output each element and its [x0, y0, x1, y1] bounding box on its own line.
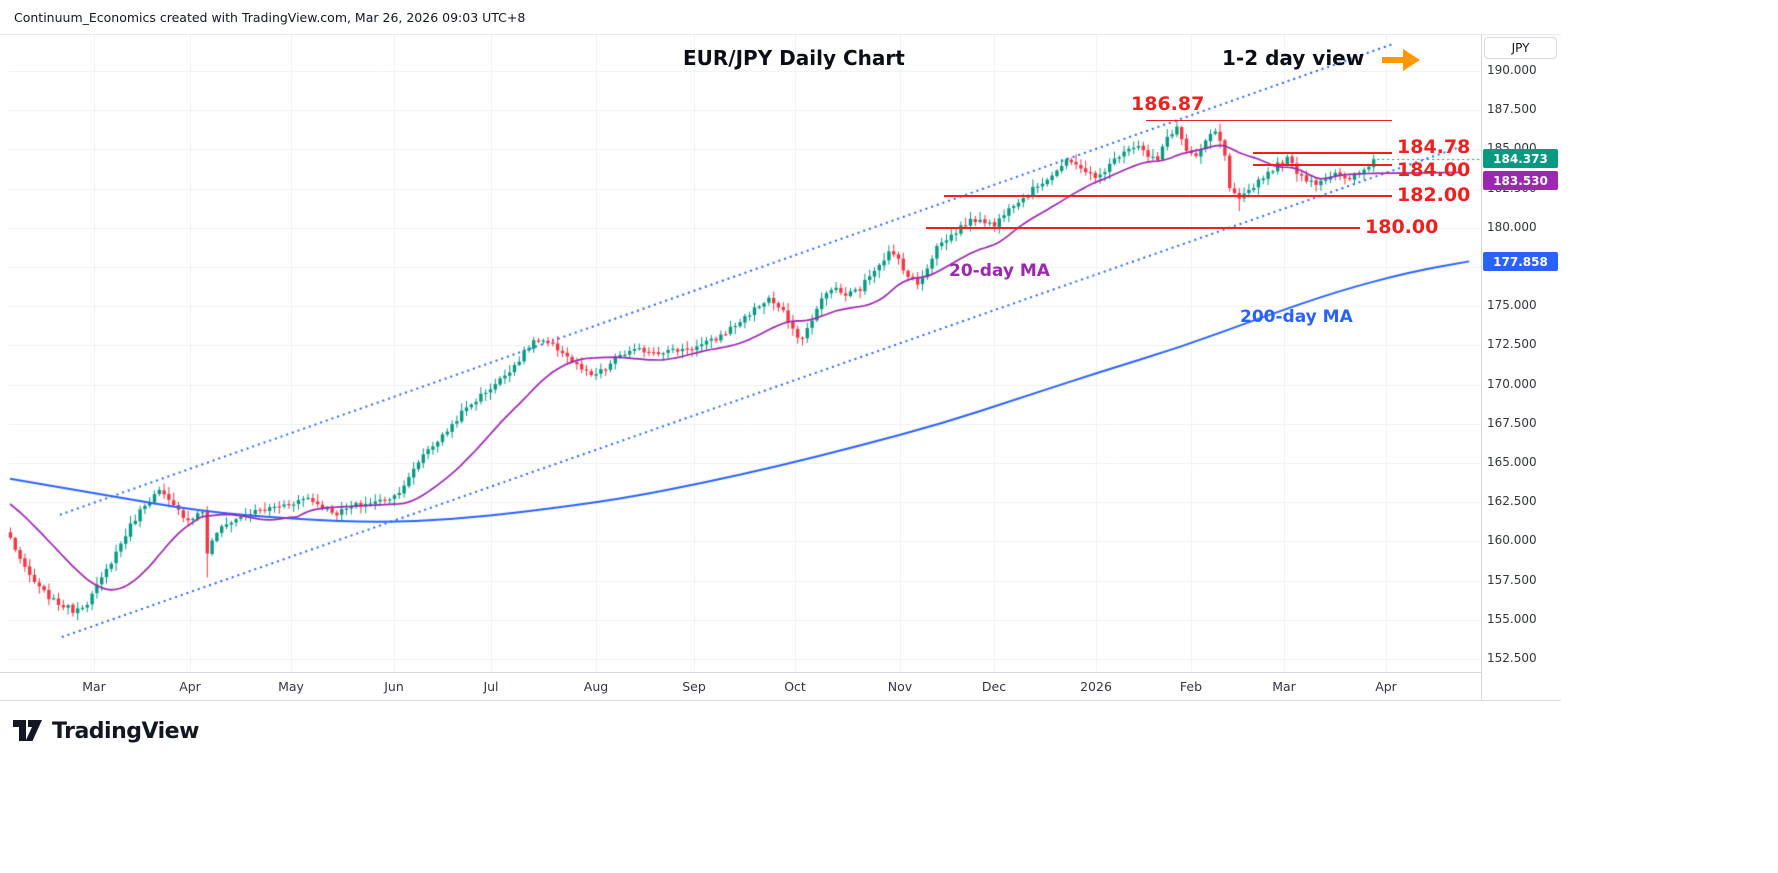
price-tick-label: 190.000: [1487, 63, 1537, 77]
price-tick-label: 180.000: [1487, 219, 1537, 234]
level-line-184.00[interactable]: [1253, 164, 1392, 167]
price-tag-ma200-value: 177.858: [1483, 252, 1558, 272]
price-axis-separator[interactable]: [1481, 34, 1482, 700]
level-line-184.78[interactable]: [1253, 151, 1392, 154]
time-tick-label: Aug: [583, 679, 609, 694]
price-tick-label: 175.000: [1487, 298, 1537, 313]
price-tick-label: 187.500: [1487, 102, 1537, 117]
chart-widget: EUR/JPY Daily Chart 1-2 day view 20-day …: [0, 0, 1561, 701]
price-tag-last-price: 184.373: [1483, 149, 1558, 169]
view-note: 1-2 day view: [1222, 46, 1365, 70]
chart-top-border: [0, 34, 1561, 35]
time-tick-label: Jul: [483, 679, 499, 694]
time-axis[interactable]: Mar Apr May Jun Jul Aug Sep Oct Nov Dec 2026 Feb Mar…: [0, 672, 1481, 700]
time-tick-label: Apr: [179, 679, 201, 694]
level-label-184.00[interactable]: 184.00: [1397, 159, 1471, 182]
tradingview-logo-icon: [13, 720, 42, 741]
time-axis-separator[interactable]: [0, 672, 1481, 673]
time-tick-label: Mar: [82, 679, 106, 694]
time-tick-label: Nov: [887, 679, 913, 694]
arrow-right-icon[interactable]: [1380, 44, 1422, 76]
price-axis[interactable]: 190.000187.500185.000182.500180.000177.5…: [1481, 34, 1561, 672]
time-tick-label: 2026: [1080, 679, 1112, 694]
price-tick-label: 160.000: [1487, 533, 1537, 548]
level-label-180.00[interactable]: 180.00: [1365, 215, 1439, 238]
ma20-label: 20-day MA: [949, 261, 1050, 281]
tradingview-logo[interactable]: TradingView: [12, 718, 199, 744]
tradingview-logo-text: TradingView: [52, 718, 199, 744]
time-tick-label: May: [278, 679, 304, 694]
time-tick-label: Mar: [1272, 679, 1296, 694]
price-tick-label: 157.500: [1487, 572, 1537, 587]
level-label-182.00[interactable]: 182.00: [1397, 184, 1471, 207]
price-tick-label: 155.000: [1487, 611, 1537, 626]
time-tick-label: Sep: [682, 679, 706, 694]
time-tick-label: Dec: [981, 679, 1007, 694]
attribution-text: Continuum_Economics created with Trading…: [14, 10, 526, 25]
time-tick-label: Oct: [784, 679, 806, 694]
price-tick-label: 170.000: [1487, 376, 1537, 391]
price-tick-label: 152.500: [1487, 651, 1537, 665]
level-label-184.78[interactable]: 184.78: [1397, 135, 1471, 158]
price-tick-label: 162.500: [1487, 494, 1537, 509]
time-tick-label: Jun: [384, 679, 404, 694]
price-tick-label: 165.000: [1487, 455, 1537, 469]
level-line-182.00[interactable]: [944, 195, 1392, 198]
level-line-180.00[interactable]: [926, 226, 1360, 229]
chart-bottom-border: [0, 700, 1561, 701]
price-tick-label: 167.500: [1487, 415, 1537, 430]
price-tick-label: 172.500: [1487, 337, 1537, 352]
price-tag-ma20-value: 183.530: [1483, 171, 1558, 191]
time-tick-label: Feb: [1179, 679, 1203, 694]
chart-title: EUR/JPY Daily Chart: [683, 46, 905, 70]
price-chart-canvas[interactable]: [0, 0, 1561, 700]
currency-button[interactable]: JPY: [1484, 37, 1557, 59]
ma200-label: 200-day MA: [1240, 307, 1353, 327]
level-label-186.87[interactable]: 186.87: [1131, 93, 1205, 116]
level-line-186.87[interactable]: [1146, 119, 1392, 121]
time-tick-label: Apr: [1375, 679, 1397, 694]
